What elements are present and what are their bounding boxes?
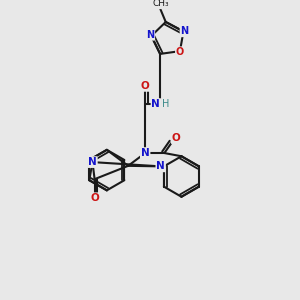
Text: H: H <box>162 99 169 109</box>
Text: O: O <box>176 47 184 57</box>
Text: N: N <box>141 148 150 158</box>
Text: N: N <box>156 161 165 171</box>
Text: N: N <box>88 157 97 167</box>
Text: O: O <box>141 81 150 91</box>
Text: O: O <box>90 193 99 203</box>
Text: N: N <box>181 26 189 36</box>
Text: O: O <box>172 133 181 143</box>
Text: N: N <box>152 99 160 109</box>
Text: N: N <box>146 30 154 40</box>
Text: CH₃: CH₃ <box>152 0 169 8</box>
